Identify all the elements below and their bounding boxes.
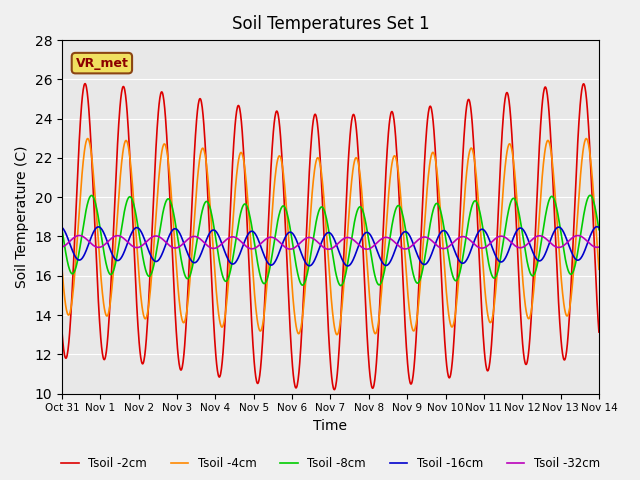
Tsoil -16cm xyxy=(344,263,351,269)
Tsoil -8cm xyxy=(337,283,345,288)
Tsoil -4cm xyxy=(140,312,147,318)
Tsoil -8cm xyxy=(486,266,493,272)
Tsoil -32cm xyxy=(324,246,332,252)
Tsoil -32cm xyxy=(140,241,148,247)
Tsoil -2cm xyxy=(58,329,66,335)
Tsoil -32cm xyxy=(58,244,66,250)
Tsoil -2cm xyxy=(486,356,494,361)
Tsoil -16cm xyxy=(423,260,431,266)
Tsoil -32cm xyxy=(570,234,577,240)
Tsoil -32cm xyxy=(424,235,431,240)
Y-axis label: Soil Temperature (C): Soil Temperature (C) xyxy=(15,145,29,288)
Tsoil -8cm xyxy=(586,192,594,198)
Tsoil -2cm xyxy=(580,83,588,88)
Tsoil -8cm xyxy=(140,258,147,264)
Tsoil -4cm xyxy=(570,270,577,276)
Tsoil -16cm xyxy=(570,253,577,259)
Tsoil -16cm xyxy=(580,249,588,255)
Tsoil -16cm xyxy=(58,225,66,230)
Tsoil -4cm xyxy=(333,332,340,337)
Tsoil -8cm xyxy=(510,196,518,202)
Tsoil -2cm xyxy=(140,358,148,363)
Tsoil -2cm xyxy=(511,185,518,191)
Tsoil -4cm xyxy=(595,266,603,272)
Tsoil -16cm xyxy=(140,234,147,240)
Tsoil -32cm xyxy=(595,244,603,250)
Text: VR_met: VR_met xyxy=(76,57,129,70)
Tsoil -32cm xyxy=(486,240,494,246)
Tsoil -2cm xyxy=(331,387,339,393)
Tsoil -8cm xyxy=(58,227,66,232)
Line: Tsoil -8cm: Tsoil -8cm xyxy=(62,195,599,286)
Legend: Tsoil -2cm, Tsoil -4cm, Tsoil -8cm, Tsoil -16cm, Tsoil -32cm: Tsoil -2cm, Tsoil -4cm, Tsoil -8cm, Tsoi… xyxy=(56,453,605,475)
Tsoil -4cm xyxy=(510,165,518,171)
Tsoil -16cm xyxy=(486,238,493,244)
Tsoil -4cm xyxy=(486,320,493,325)
Tsoil -2cm xyxy=(595,329,603,335)
Tsoil -2cm xyxy=(424,116,431,122)
Tsoil -16cm xyxy=(595,225,603,230)
Tsoil -4cm xyxy=(423,186,431,192)
Tsoil -8cm xyxy=(595,227,603,232)
Tsoil -4cm xyxy=(58,266,66,272)
Tsoil -32cm xyxy=(511,242,518,248)
Tsoil -32cm xyxy=(76,233,83,239)
Tsoil -8cm xyxy=(423,240,431,246)
Title: Soil Temperatures Set 1: Soil Temperatures Set 1 xyxy=(232,15,429,33)
Tsoil -32cm xyxy=(580,236,588,241)
Line: Tsoil -16cm: Tsoil -16cm xyxy=(62,227,599,266)
Tsoil -2cm xyxy=(570,224,577,230)
Line: Tsoil -32cm: Tsoil -32cm xyxy=(62,236,599,249)
Tsoil -2cm xyxy=(81,81,89,86)
Tsoil -16cm xyxy=(510,233,518,239)
Tsoil -4cm xyxy=(582,136,590,142)
Line: Tsoil -2cm: Tsoil -2cm xyxy=(62,84,599,390)
Tsoil -4cm xyxy=(580,141,588,147)
Tsoil -8cm xyxy=(580,210,588,216)
X-axis label: Time: Time xyxy=(314,419,348,433)
Tsoil -8cm xyxy=(570,268,577,274)
Line: Tsoil -4cm: Tsoil -4cm xyxy=(62,139,599,335)
Tsoil -16cm xyxy=(593,224,601,229)
